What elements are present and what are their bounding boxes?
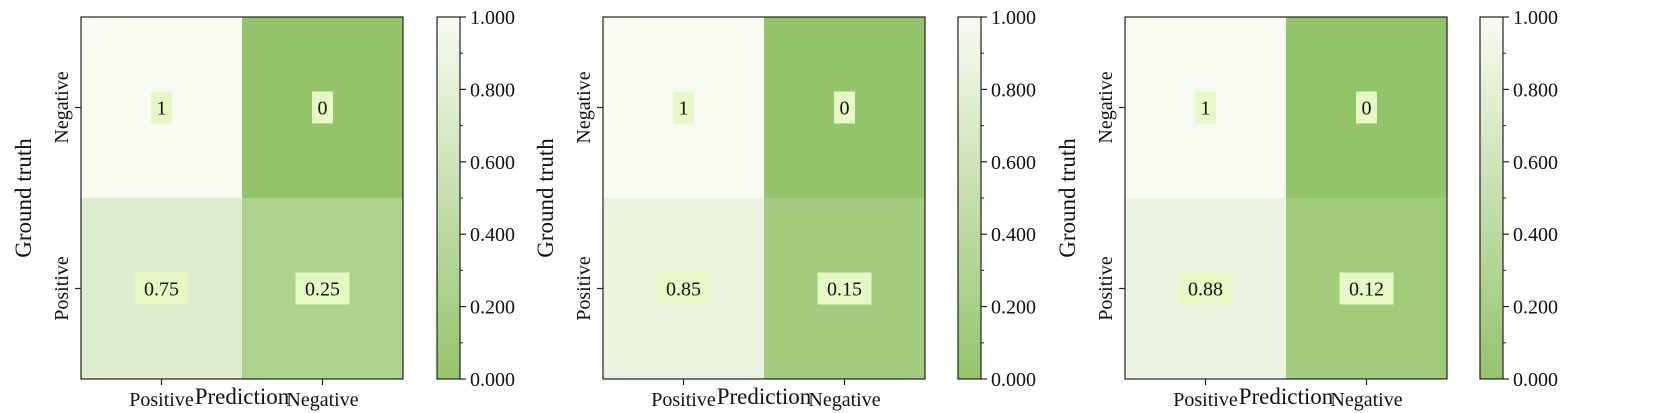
x-tick-label: Negative	[286, 389, 358, 411]
colorbar-tick-label: 0.400	[1513, 224, 1558, 246]
x-tick-label: Positive	[129, 389, 194, 411]
colorbar-tick-label: 0.400	[470, 224, 515, 246]
y-tick-label: Positive	[573, 256, 595, 321]
x-tick-label: Negative	[808, 389, 880, 411]
colorbar-tick-label: 1.000	[1513, 7, 1558, 29]
cell-value-label: 0	[318, 98, 328, 120]
colorbar-tick-label: 0.600	[470, 152, 515, 174]
cell-value-label: 0.15	[827, 279, 862, 301]
y-tick-label: Positive	[1095, 256, 1117, 321]
x-axis-title: Prediction	[195, 384, 290, 409]
plot-frame	[602, 16, 926, 380]
cell-label-background	[1178, 272, 1233, 305]
colorbar-tick-label: 0.200	[470, 297, 515, 319]
cell-value-label: 0.12	[1349, 279, 1384, 301]
y-axis-title: Ground truth	[11, 138, 36, 258]
plot-frame	[1124, 16, 1448, 380]
chart-panel-1: 1 0 0.75 0.25 Negative Positive Positive Negati…	[11, 7, 515, 411]
colorbar-tick-label: 0.600	[991, 152, 1036, 174]
cell-value-label: 1	[1201, 98, 1211, 120]
cell-label-background	[134, 272, 189, 305]
plot-frame	[80, 16, 404, 380]
colorbar-tick-label: 1.000	[470, 7, 515, 29]
colorbar	[957, 16, 982, 380]
cell-value-label: 0.85	[666, 279, 701, 301]
cell-label-background	[817, 272, 872, 305]
colorbar-tick-label: 0.400	[991, 224, 1036, 246]
x-tick-label: Positive	[651, 389, 716, 411]
colorbar-tick-label: 0.200	[1513, 297, 1558, 319]
colorbar	[1479, 16, 1504, 380]
cell-label-background	[1195, 91, 1216, 124]
cell-label-background	[312, 91, 333, 124]
colorbar-tick-label: 0.800	[991, 79, 1036, 101]
colorbar	[436, 16, 461, 380]
cell-label-background	[151, 91, 172, 124]
cell-value-label: 1	[157, 98, 167, 120]
y-tick-label: Positive	[51, 256, 73, 321]
cell-value-label: 0	[1362, 98, 1372, 120]
chart-panel-3: 1 0 0.88 0.12 Negative Positive Positive Negati…	[1055, 7, 1558, 411]
x-axis-title: Prediction	[717, 384, 812, 409]
x-tick-label: Negative	[1330, 389, 1402, 411]
cell-label-background	[1356, 91, 1377, 124]
y-tick-label: Negative	[573, 71, 595, 143]
cell-value-label: 0.25	[305, 279, 340, 301]
cell-value-label: 0.88	[1188, 279, 1223, 301]
colorbar-tick-label: 0.800	[1513, 79, 1558, 101]
y-axis-title: Ground truth	[533, 138, 558, 258]
cell-value-label: 0	[840, 98, 850, 120]
cell-value-label: 1	[679, 98, 689, 120]
colorbar-tick-label: 1.000	[991, 7, 1036, 29]
cell-value-label: 0.75	[144, 279, 179, 301]
chart-panel-2: 1 0 0.85 0.15 Negative Positive Positive Negati…	[533, 7, 1036, 411]
cell-label-background	[834, 91, 855, 124]
colorbar-tick-label: 0.000	[991, 369, 1036, 391]
cell-label-background	[656, 272, 711, 305]
y-tick-label: Negative	[51, 71, 73, 143]
y-tick-label: Negative	[1095, 71, 1117, 143]
cell-label-background	[295, 272, 350, 305]
y-axis-title: Ground truth	[1055, 138, 1080, 258]
x-axis-title: Prediction	[1239, 384, 1334, 409]
colorbar-tick-label: 0.600	[1513, 152, 1558, 174]
cell-label-background	[1339, 272, 1394, 305]
x-tick-label: Positive	[1173, 389, 1238, 411]
cell-label-background	[673, 91, 694, 124]
colorbar-tick-label: 0.000	[470, 369, 515, 391]
colorbar-tick-label: 0.200	[991, 297, 1036, 319]
colorbar-tick-label: 0.800	[470, 79, 515, 101]
colorbar-tick-label: 0.000	[1513, 369, 1558, 391]
